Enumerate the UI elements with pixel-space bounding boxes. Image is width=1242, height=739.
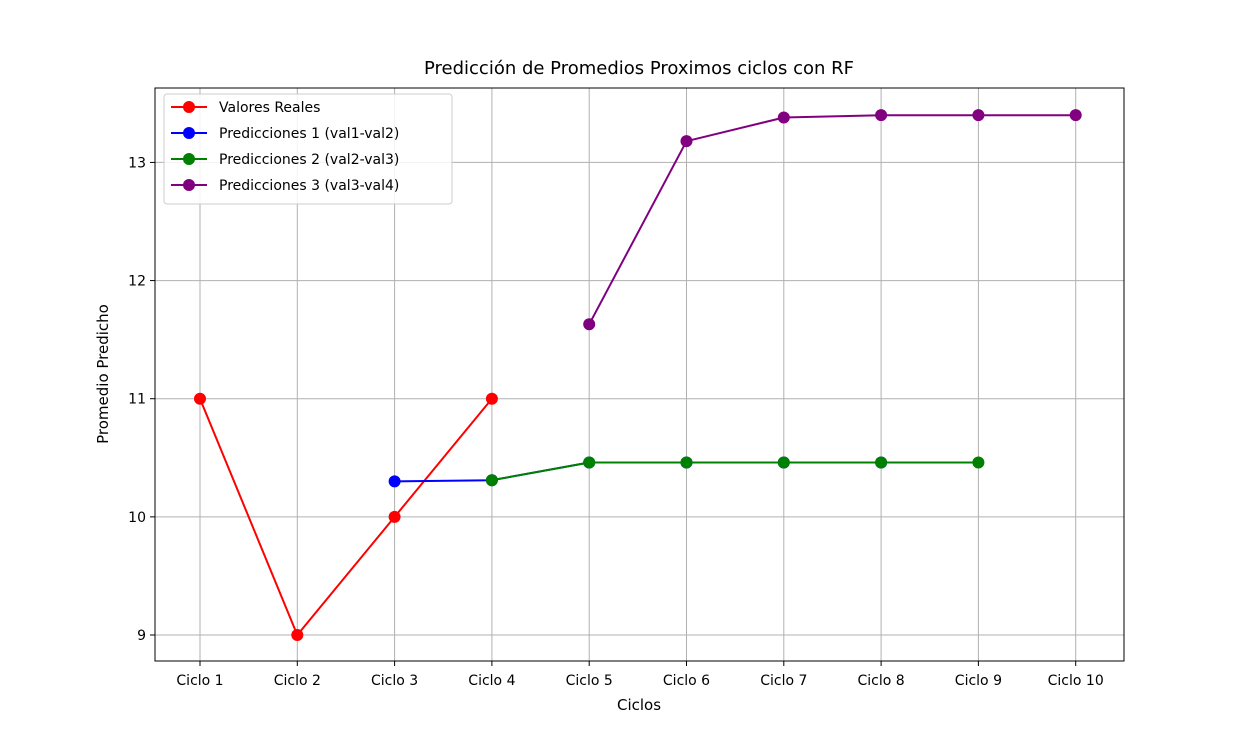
x-tick-label: Ciclo 8 [858,673,905,689]
series-line [199,398,493,636]
data-point [291,629,304,642]
y-axis-ticks: 9 10 11 12 13 [128,155,155,644]
series-4 [583,109,1082,331]
grid [155,88,1124,661]
x-tick-label: Ciclo 3 [371,673,418,689]
data-point [1069,109,1082,122]
legend-item: Predicciones 1 (val1-val2) [171,126,399,142]
legend-item: Predicciones 3 (val3-val4) [171,178,399,194]
data-point [680,135,693,148]
x-tick-label: Ciclo 2 [274,673,321,689]
legend: Valores Reales Predicciones 1 (val1-val2)… [163,93,453,205]
x-tick-label: Ciclo 9 [955,673,1002,689]
legend-item: Valores Reales [171,100,320,116]
data-point [777,456,790,469]
series-1 [194,392,498,642]
legend-label: Predicciones 2 (val2-val3) [219,152,399,168]
data-point [972,456,985,469]
data-point [680,456,693,469]
legend-marker [183,127,195,139]
x-tick-label: Ciclo 10 [1048,673,1104,689]
x-tick-label: Ciclo 6 [663,673,710,689]
legend-marker [183,179,195,191]
x-axis-label: Ciclos [617,696,661,714]
data-point [777,111,790,124]
legend-label: Predicciones 3 (val3-val4) [219,178,399,194]
legend-marker [183,153,195,165]
x-tick-label: Ciclo 4 [468,673,515,689]
data-point [388,475,401,488]
data-point [194,392,206,405]
series-line [491,461,979,482]
x-tick-label: Ciclo 1 [176,673,223,689]
y-tick-label: 13 [128,155,146,171]
data-point [583,456,596,469]
data-point [972,109,985,122]
y-tick-label: 12 [128,274,146,290]
data-point [875,109,888,122]
legend-label: Valores Reales [219,100,320,116]
legend-label: Predicciones 1 (val1-val2) [219,126,399,142]
x-axis-ticks: Ciclo 1 Ciclo 2 Ciclo 3 Ciclo 4 Ciclo 5 Ciclo… [176,661,1104,689]
chart-title: Predicción de Promedios Proximos ciclos … [424,58,854,79]
legend-marker [183,101,195,113]
data-point [583,318,596,331]
series-layer [194,109,1082,642]
data-point [485,474,498,487]
y-tick-label: 10 [128,510,146,526]
y-axis-label: Promedio Predicho [94,304,112,444]
legend-box [163,93,453,205]
series-line [588,114,1076,325]
x-tick-label: Ciclo 7 [760,673,807,689]
legend-item: Predicciones 2 (val2-val3) [171,152,399,168]
plot-frame [154,87,1125,662]
data-point [875,456,888,469]
y-tick-label: 9 [137,628,146,644]
data-point [485,392,498,405]
series-line [394,461,882,483]
series-2 [388,456,888,488]
x-tick-label: Ciclo 5 [566,673,613,689]
series-3 [485,456,985,487]
legend-items: Valores Reales Predicciones 1 (val1-val2)… [171,100,399,194]
y-tick-label: 11 [128,392,146,408]
data-point [388,510,401,523]
